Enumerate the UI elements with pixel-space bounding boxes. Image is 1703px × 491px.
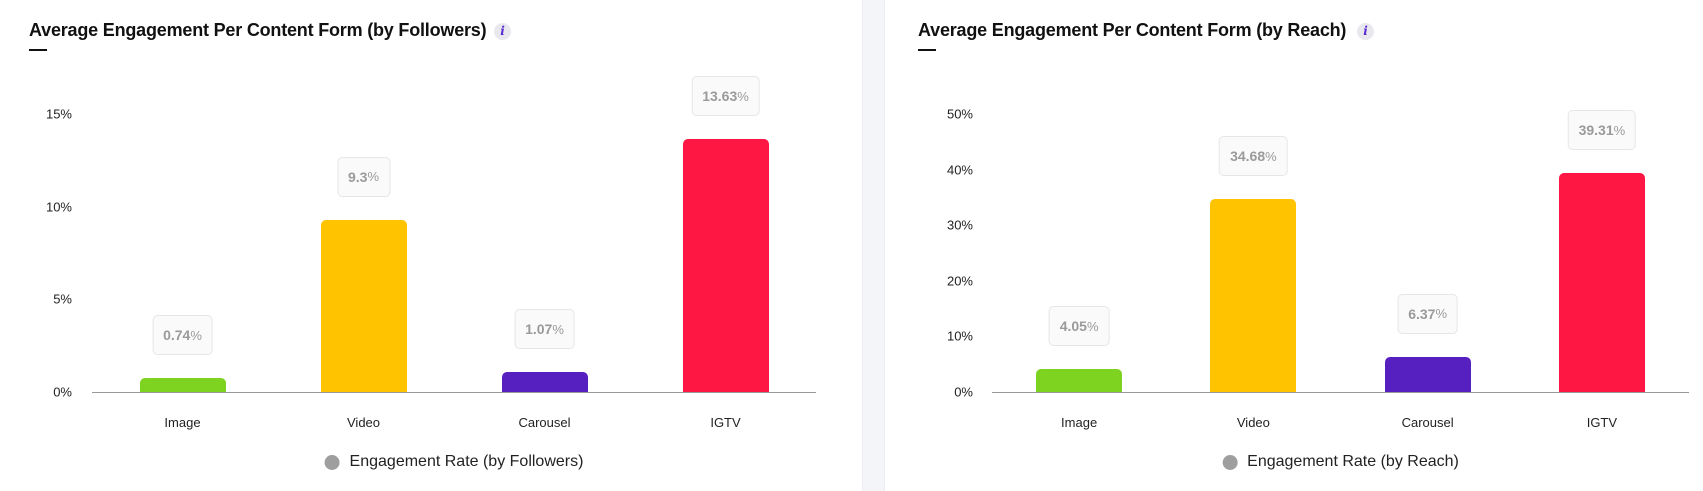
y-tick-label: 30%: [946, 217, 973, 233]
bar-carousel[interactable]: [501, 372, 588, 392]
y-tick-label: 10%: [946, 328, 973, 344]
y-tick-label: 5%: [53, 291, 72, 307]
legend-dot-icon: [1222, 454, 1238, 470]
data-label-unit: %: [1265, 148, 1277, 164]
data-label-value: 13.63: [702, 88, 738, 105]
y-tick-label: 0%: [954, 384, 973, 400]
panel-divider: [862, 0, 885, 491]
title-underline: [29, 49, 47, 51]
data-label-unit: %: [1613, 122, 1626, 138]
data-label-unit: %: [367, 169, 380, 185]
y-tick-label: 15%: [45, 106, 72, 122]
data-label-value: 0.74: [163, 327, 191, 344]
bar-igtv[interactable]: [1558, 173, 1645, 392]
x-tick-label: IGTV: [710, 415, 741, 430]
chart-title: Average Engagement Per Content Form (by …: [918, 20, 1347, 40]
data-label-value: 39.31: [1578, 122, 1614, 139]
data-label-unit: %: [1435, 306, 1448, 322]
x-tick-label: Image: [1061, 415, 1098, 430]
legend-item[interactable]: Engagement Rate (by Followers): [324, 453, 584, 471]
data-label: 13.63%: [691, 76, 760, 117]
x-tick-label: Image: [164, 415, 201, 430]
data-label-unit: %: [1086, 318, 1099, 334]
bar-carousel[interactable]: [1384, 356, 1471, 392]
chart-title: Average Engagement Per Content Form (by …: [29, 20, 487, 40]
info-icon[interactable]: i: [1357, 23, 1374, 40]
chart-panel-followers: Average Engagement Per Content Form (by …: [29, 20, 816, 471]
data-label: 6.37%: [1397, 293, 1459, 334]
legend-dot-icon: [324, 454, 340, 470]
y-tick-label: 50%: [946, 106, 973, 122]
data-label-value: 34.68: [1230, 148, 1266, 165]
data-label: 9.3%: [336, 156, 391, 197]
x-tick-label: Video: [346, 415, 381, 430]
data-label: 34.68%: [1219, 136, 1288, 177]
x-axis-line: [92, 392, 816, 393]
data-label: 1.07%: [514, 309, 575, 350]
y-tick-label: 40%: [946, 162, 973, 178]
data-label: 39.31%: [1567, 110, 1637, 151]
data-label-value: 4.05: [1059, 318, 1087, 335]
info-icon[interactable]: i: [494, 23, 511, 40]
bar-image[interactable]: [139, 378, 226, 392]
legend-item[interactable]: Engagement Rate (by Reach): [1222, 453, 1459, 471]
y-tick-label: 20%: [946, 273, 973, 289]
bar-video[interactable]: [320, 219, 407, 392]
x-axis-line: [992, 392, 1689, 393]
data-label-value: 9.3: [347, 168, 368, 185]
data-label-value: 1.07: [525, 321, 553, 338]
data-label: 0.74%: [152, 315, 213, 356]
x-tick-label: Video: [1236, 415, 1270, 430]
data-label-value: 6.37: [1408, 305, 1436, 322]
title-underline: [918, 49, 936, 51]
bar-image[interactable]: [1036, 369, 1123, 392]
legend-label: Engagement Rate (by Followers): [349, 453, 584, 470]
x-tick-label: Carousel: [518, 415, 571, 430]
x-tick-label: Carousel: [1401, 415, 1454, 430]
data-label-unit: %: [552, 321, 564, 337]
y-tick-label: 0%: [53, 384, 72, 400]
data-label-unit: %: [737, 88, 749, 104]
bar-igtv[interactable]: [682, 139, 769, 392]
y-tick-label: 10%: [45, 199, 72, 215]
bar-video[interactable]: [1210, 199, 1297, 392]
x-tick-label: IGTV: [1586, 415, 1618, 430]
legend-label: Engagement Rate (by Reach): [1247, 453, 1459, 470]
data-label: 4.05%: [1048, 306, 1110, 347]
data-label-unit: %: [190, 327, 202, 343]
